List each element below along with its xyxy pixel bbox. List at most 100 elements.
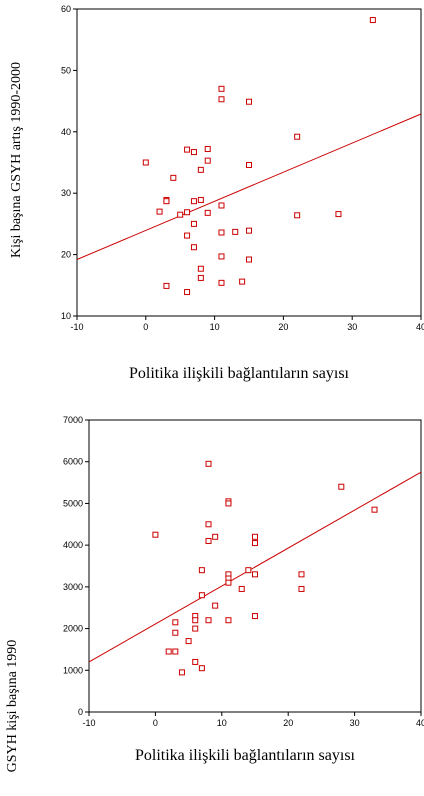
- chart2-y-tick-label: 5000: [63, 498, 83, 508]
- chart1-data-point: [294, 212, 301, 219]
- chart1-data-point: [177, 211, 184, 218]
- chart2-data-point: [192, 617, 199, 624]
- chart1-data-point: [204, 157, 211, 164]
- chart2-fit-line: [88, 471, 422, 663]
- chart2-data-point: [152, 531, 159, 538]
- chart1-data-point: [190, 149, 197, 156]
- chart1-data-point: [156, 208, 163, 215]
- chart2-data-point: [225, 500, 232, 507]
- chart1-data-point: [184, 289, 191, 296]
- chart2-data-point: [198, 567, 205, 574]
- chart1-data-point: [246, 227, 252, 234]
- chart1-data-point: [239, 278, 246, 285]
- chart1-fit-line: [76, 113, 422, 260]
- chart1-data-point: [369, 17, 376, 24]
- chart1-data-point: [197, 166, 204, 173]
- chart1-data-point: [204, 145, 211, 152]
- chart2-data-point: [178, 669, 185, 676]
- chart2-x-tick-label: 10: [217, 718, 227, 728]
- chart2-data-point: [238, 585, 245, 592]
- chart2-data-point: [205, 537, 212, 544]
- chart2-data-point: [205, 617, 212, 624]
- chart1-x-tick-label: 30: [347, 322, 357, 332]
- chart2-x-tick-label: 20: [283, 718, 293, 728]
- chart1-data-point: [197, 274, 204, 281]
- chart1-plot-frame: [76, 8, 422, 317]
- chart2-y-tick-label: 1000: [63, 665, 83, 675]
- chart2-x-axis-title: Politika ilişkili bağlantıların sayısı: [135, 747, 356, 764]
- chart2-data-point: [172, 648, 179, 655]
- chart1-data-point: [184, 146, 191, 153]
- chart2-y-tick-label: 3000: [63, 582, 83, 592]
- chart1-y-tick-label: 60: [61, 4, 71, 14]
- chart1-data-point: [218, 253, 225, 260]
- chart2-data-point: [198, 592, 205, 599]
- chart1-y-tick-label: 30: [61, 188, 71, 198]
- chart1-data-point: [190, 198, 197, 205]
- chart1-data-point: [218, 202, 225, 209]
- chart1-data-point: [197, 265, 204, 272]
- chart2-plot-frame: [88, 419, 422, 713]
- chart2-data-point: [252, 540, 258, 547]
- chart2-y-tick-label: 0: [78, 707, 83, 717]
- chart2-y-axis-title: GSYH kişi başına 1990: [5, 640, 20, 773]
- chart2-data-point: [192, 658, 199, 665]
- chart1-y-tick-label: 50: [61, 65, 71, 75]
- chart1-data-point: [204, 209, 211, 216]
- chart1-data-point: [218, 279, 225, 286]
- chart2-data-point: [192, 625, 199, 632]
- chart1-data-point: [246, 98, 252, 105]
- chart1-data-point: [218, 85, 225, 92]
- chart1-data-point: [163, 198, 170, 205]
- chart2-data-point: [252, 533, 258, 540]
- chart1-data-point: [190, 244, 197, 251]
- chart1-x-tick-label: 10: [210, 322, 220, 332]
- chart1-x-tick-label: -10: [70, 322, 83, 332]
- chart1-data-point: [246, 256, 252, 263]
- chart2-data-point: [185, 638, 192, 645]
- chart1-data-point: [190, 220, 197, 227]
- chart1-data-point: [218, 229, 225, 236]
- chart2-data-point: [252, 613, 258, 620]
- chart1-y-axis-title: Kişi başına GSYH artış 1990-2000: [9, 62, 24, 258]
- chart1-x-tick-label: 20: [278, 322, 288, 332]
- chart1-y-tick-label: 20: [61, 250, 71, 260]
- chart2-data-point: [212, 533, 219, 540]
- chart2-y-tick-label: 2000: [63, 624, 83, 634]
- chart2-data-point: [298, 571, 305, 578]
- chart2-data-point: [205, 521, 212, 528]
- chart2-data-point: [212, 602, 219, 609]
- chart2-data-point: [225, 579, 232, 586]
- chart1-data-point: [218, 96, 225, 103]
- chart2-data-point: [172, 629, 179, 636]
- chart1-data-point: [184, 209, 191, 216]
- chart2-x-tick-label: 0: [153, 718, 158, 728]
- chart2-data-point: [198, 665, 205, 672]
- chart1-y-tick-label: 40: [61, 127, 71, 137]
- chart1-data-point: [170, 174, 177, 181]
- chart1-y-tick-label: 10: [61, 311, 71, 321]
- chart1-data-point: [163, 282, 170, 289]
- chart1-x-axis-title: Politika ilişkili bağlantıların sayısı: [129, 365, 350, 382]
- chart2-data-point: [172, 619, 179, 626]
- chart2-y-tick-label: 6000: [63, 457, 83, 467]
- chart1-x-tick-label: 0: [143, 322, 148, 332]
- chart1-data-point: [197, 196, 204, 203]
- chart2-data-point: [165, 648, 172, 655]
- chart1-data-point: [184, 232, 191, 239]
- chart1-data-point: [335, 211, 342, 218]
- chart1-data-point: [294, 133, 301, 140]
- chart2-x-tick-label: 30: [350, 718, 360, 728]
- chart2-x-tick-label: 40: [416, 718, 424, 728]
- chart2-x-tick-label: -10: [82, 718, 95, 728]
- chart1-data-point: [246, 161, 252, 168]
- chart2-data-point: [371, 506, 378, 513]
- chart2-data-point: [225, 617, 232, 624]
- chart2-data-point: [252, 571, 258, 578]
- chart2-data-point: [205, 460, 212, 467]
- chart2-data-point: [245, 567, 252, 574]
- chart2-y-tick-label: 4000: [63, 540, 83, 550]
- chart2-data-point: [338, 483, 345, 490]
- chart2-data-point: [298, 585, 305, 592]
